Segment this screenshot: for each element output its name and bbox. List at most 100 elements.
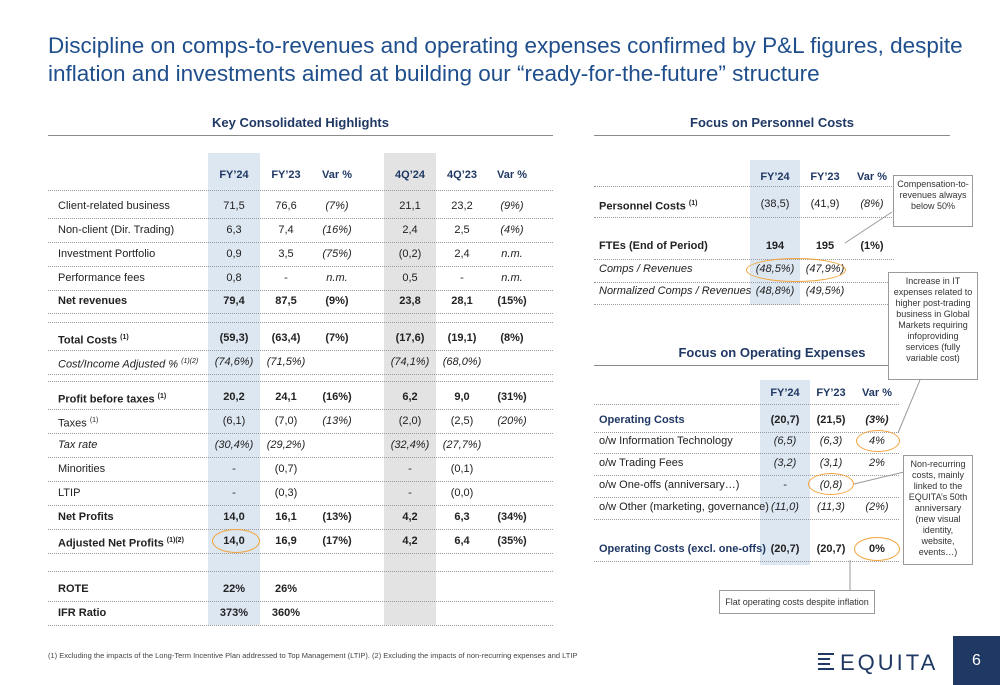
row-label-9-text: Tax rate	[58, 439, 98, 451]
cell-r2-c2-text: (75%)	[322, 248, 352, 260]
personnel-row-label-0: Personnel Costs (1)	[599, 197, 749, 214]
cell-r3-c3: 0,5	[382, 271, 438, 285]
cell-r2-c4: 2,4	[434, 247, 490, 261]
personnel-cell-r3-c0: (48,8%)	[750, 284, 800, 298]
cell-r10-c3-text: -	[408, 463, 412, 475]
cell-r13-c2: (17%)	[309, 534, 365, 548]
row-separator	[48, 218, 553, 219]
cell-r2-c3-text: (0,2)	[398, 248, 422, 260]
row-separator	[48, 625, 553, 626]
cell-r1-c1: 7,4	[258, 223, 314, 237]
cell-r5-c2: (7%)	[309, 331, 365, 345]
cell-r12-c2: (13%)	[309, 510, 365, 524]
highlight-adj-net-profit-ellipse	[212, 529, 260, 553]
cell-r9-c1-text: (29,2%)	[266, 439, 306, 451]
opex-cell-r0-c2: (3%)	[852, 413, 902, 427]
row-label-15-text: IFR Ratio	[58, 607, 107, 619]
personnel-row-label-3: Normalized Comps / Revenues	[599, 284, 751, 298]
key-highlights-title: Key Consolidated Highlights	[212, 115, 389, 130]
cell-r4-c3-text: 23,8	[399, 295, 421, 307]
cell-r7-c4-text: 9,0	[454, 391, 470, 403]
cell-r11-c3-text: -	[408, 487, 412, 499]
cell-r0-c5: (9%)	[484, 199, 540, 213]
opex-cell-r4-c0: (11,0)	[760, 500, 810, 514]
cell-r1-c3-text: 2,4	[402, 224, 418, 236]
cell-r7-c4: 9,0	[434, 390, 490, 404]
cell-r0-c5-text: (9%)	[500, 200, 524, 212]
personnel-cell-r1-c0: 194	[750, 239, 800, 253]
cell-r2-c5-text: n.m.	[501, 248, 523, 260]
cell-r5-c3: (17,6)	[382, 331, 438, 345]
cell-r6-c0: (74,6%)	[206, 355, 262, 369]
personnel-cell-r0-c2-text: (8%)	[860, 198, 884, 210]
cell-r1-c2: (16%)	[309, 223, 365, 237]
cell-r15-c1: 360%	[258, 606, 314, 620]
cell-r3-c0-text: 0,8	[226, 272, 242, 284]
highlight-it-ellipse	[856, 430, 900, 452]
cell-r3-c1: -	[258, 271, 314, 285]
q4-column-shade	[384, 153, 436, 625]
cell-r3-c0: 0,8	[206, 271, 262, 285]
opex-row-label-3: o/w One-offs (anniversary…)	[599, 478, 774, 492]
cell-r0-c0: 71,5	[206, 199, 262, 213]
cell-r12-c1-text: 16,1	[275, 511, 297, 523]
cell-r12-c4: 6,3	[434, 510, 490, 524]
cell-r9-c0: (30,4%)	[206, 438, 262, 452]
cell-r6-c0-text: (74,6%)	[214, 356, 254, 368]
cell-r13-c5-text: (35%)	[497, 535, 527, 547]
cell-r5-c0: (59,3)	[206, 331, 262, 345]
cell-r10-c1-text: (0,7)	[274, 463, 298, 475]
cell-r12-c2-text: (13%)	[322, 511, 352, 523]
personnel-row-label-1-text: FTEs (End of Period)	[599, 240, 708, 252]
opex-cell-r2-c1: (3,1)	[806, 456, 856, 470]
personnel-row-label-0-footnote-ref: (1)	[688, 200, 698, 207]
cell-r4-c4-text: 28,1	[451, 295, 473, 307]
cell-r1-c4: 2,5	[434, 223, 490, 237]
cell-r7-c1-text: 24,1	[275, 391, 297, 403]
cell-r6-c4-text: (68,0%)	[442, 356, 482, 368]
cell-r2-c4-text: 2,4	[454, 248, 470, 260]
row-label-12-text: Net Profits	[58, 511, 114, 523]
row-label-11: LTIP	[58, 486, 208, 500]
personnel-cell-r1-c0-text: 194	[765, 240, 785, 252]
row-label-14-text: ROTE	[58, 583, 89, 595]
personnel-cell-r3-c0-text: (48,8%)	[755, 285, 795, 297]
row-separator	[48, 505, 553, 506]
row-label-13-text: Adjusted Net Profits	[58, 537, 164, 550]
personnel-row-label-2-text: Comps / Revenues	[599, 263, 693, 275]
header-col-4-text: 4Q’23	[447, 169, 477, 181]
page-title: Discipline on comps-to-revenues and oper…	[48, 33, 963, 86]
personnel-cell-r3-c1-text: (49,5%)	[805, 285, 845, 297]
cell-r13-c5: (35%)	[484, 534, 540, 548]
row-separator	[594, 404, 899, 405]
opex-cell-r4-c2: (2%)	[852, 500, 902, 514]
cell-r11-c3: -	[382, 486, 438, 500]
header-col-3: 4Q’24	[382, 168, 438, 182]
cell-r7-c3: 6,2	[382, 390, 438, 404]
personnel-row-label-1: FTEs (End of Period)	[599, 239, 749, 253]
cell-r6-c1: (71,5%)	[258, 355, 314, 369]
cell-r12-c1: 16,1	[258, 510, 314, 524]
cell-r9-c4-text: (27,7%)	[442, 439, 482, 451]
cell-r12-c0-text: 14,0	[223, 511, 245, 523]
opex-header-col-2-text: Var %	[862, 387, 892, 399]
cell-r0-c4-text: 23,2	[451, 200, 473, 212]
cell-r10-c3: -	[382, 462, 438, 476]
personnel-header-col-1-text: FY’23	[810, 171, 840, 183]
opex-cell-r1-c0-text: (6,5)	[773, 435, 797, 447]
personnel-cell-r1-c1: 195	[800, 239, 850, 253]
cell-r0-c3-text: 21,1	[399, 200, 421, 212]
row-label-13: Adjusted Net Profits (1)(2)	[58, 534, 208, 551]
row-separator	[48, 381, 553, 382]
page-number: 6	[953, 636, 1000, 685]
personnel-header-col-1: FY’23	[800, 170, 850, 184]
header-col-5: Var %	[484, 168, 540, 182]
header-col-2-text: Var %	[322, 169, 352, 181]
row-label-13-footnote-ref: (1)(2)	[166, 537, 184, 544]
cell-r10-c4-text: (0,1)	[450, 463, 474, 475]
cell-r15-c0: 373%	[206, 606, 262, 620]
personnel-cell-r1-c2-text: (1%)	[860, 240, 884, 252]
opex-cell-r1-c1: (6,3)	[806, 434, 856, 448]
operating-expenses-title: Focus on Operating Expenses	[678, 345, 866, 360]
row-label-3: Performance fees	[58, 271, 208, 285]
